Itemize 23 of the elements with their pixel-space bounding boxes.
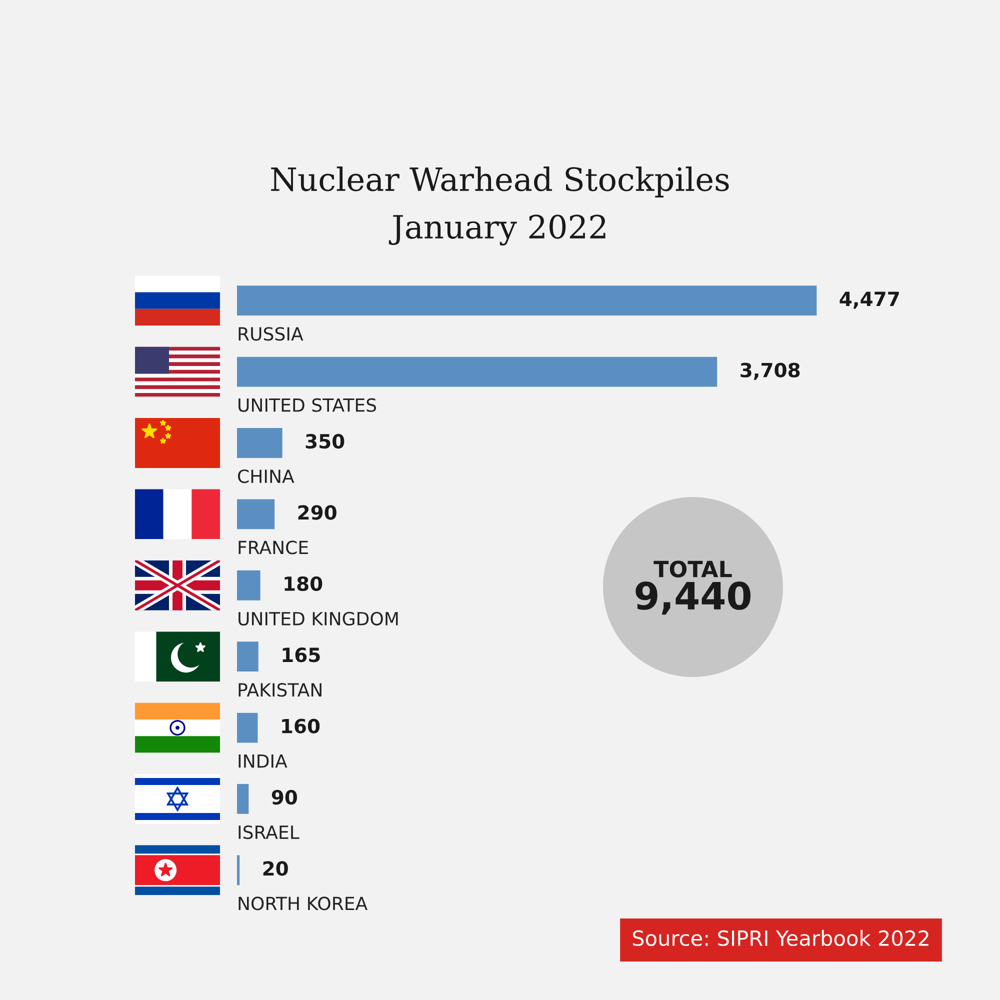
data-label: 160 [282, 718, 320, 734]
annotation: Source: SIPRI Yearbook 2022 [632, 930, 928, 946]
data-label: 180 [284, 576, 322, 592]
y-tick-label: RUSSIA [238, 327, 304, 341]
y-tick-label: ISRAEL [238, 825, 300, 840]
data-label: 90 [272, 790, 298, 805]
y-tick-label: FRANCE [238, 540, 308, 554]
y-tick-label: UNITED KINGDOM [238, 612, 398, 626]
data-label: 4,477 [840, 292, 899, 309]
y-tick-label: UNITED STATES [238, 398, 376, 412]
chart-title: Nuclear Warhead Stockpiles [271, 166, 729, 198]
data-label: 3,708 [740, 362, 800, 380]
data-label: 290 [298, 505, 336, 520]
chart-subtitle: January 2022 [388, 214, 606, 246]
data-label: 350 [306, 434, 344, 449]
y-tick-label: PAKISTAN [238, 683, 322, 697]
y-tick-label: NORTH KOREA [238, 896, 368, 910]
y-tick-label: CHINA [238, 469, 294, 484]
data-label: 20 [263, 861, 288, 876]
data-label: 165 [282, 648, 320, 662]
annotation: 9,440 [636, 582, 751, 615]
y-tick-label: INDIA [238, 754, 288, 768]
annotation: TOTAL [654, 560, 732, 578]
